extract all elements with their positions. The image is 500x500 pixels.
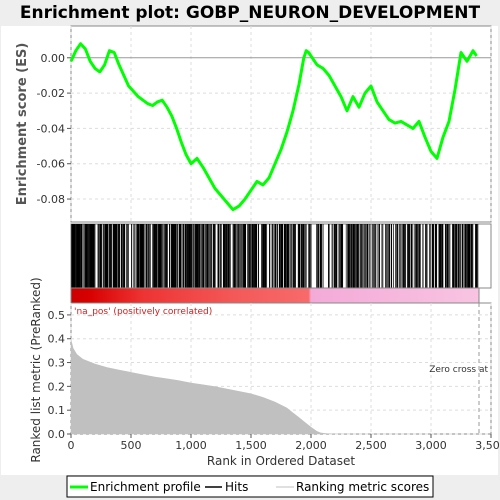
chart-title: Enrichment plot: GOBP_NEURON_DEVELOPMENT bbox=[20, 3, 481, 23]
metric-tick-label: 0.3 bbox=[48, 357, 66, 370]
enrichment-score-panel: 0.00 -0.02 -0.04 -0.06 -0.08 Enrichment scor… bbox=[15, 26, 491, 222]
metric-tick-label: 0.0 bbox=[48, 428, 66, 441]
legend-label-hits: Hits bbox=[225, 480, 248, 494]
es-tick-label: -0.04 bbox=[37, 122, 65, 135]
metric-tick-label: 0.2 bbox=[48, 380, 66, 393]
x-tick-label: 500 bbox=[121, 439, 142, 452]
es-axis-label: Enrichment score (ES) bbox=[15, 43, 30, 206]
es-tick-label: -0.02 bbox=[37, 87, 65, 100]
legend-label-ranking-metric: Ranking metric scores bbox=[296, 480, 429, 494]
top-panel-frame bbox=[71, 26, 491, 222]
x-tick-label: 3,500 bbox=[475, 439, 500, 452]
es-tick-label: -0.06 bbox=[37, 158, 65, 171]
legend: Enrichment profile Hits Ranking metric s… bbox=[67, 476, 433, 497]
x-axis-label: Rank in Ordered Dataset bbox=[207, 454, 355, 468]
x-tick-label: 3,000 bbox=[415, 439, 447, 452]
x-tick-label: 0 bbox=[68, 439, 75, 452]
metric-axis-label: Ranked list metric (PreRanked) bbox=[29, 277, 43, 462]
ranking-color-bar bbox=[71, 288, 479, 303]
hits-panel bbox=[71, 224, 491, 288]
x-tick-label: 2,500 bbox=[355, 439, 387, 452]
metric-tick-label: 0.4 bbox=[48, 333, 66, 346]
legend-label-enrichment-profile: Enrichment profile bbox=[90, 480, 201, 494]
es-tick-label: -0.08 bbox=[37, 193, 65, 206]
x-tick-label: 1,500 bbox=[235, 439, 267, 452]
color-bar-rect bbox=[71, 288, 479, 303]
x-tick-label: 1,000 bbox=[175, 439, 207, 452]
zero-cross-label: Zero cross at bbox=[429, 365, 488, 375]
metric-tick-label: 0.5 bbox=[48, 309, 66, 322]
positive-correlation-label: 'na_pos' (positively correlated) bbox=[74, 307, 212, 317]
es-tick-label: 0.00 bbox=[41, 52, 66, 65]
x-tick-label: 2,000 bbox=[295, 439, 327, 452]
metric-tick-label: 0.1 bbox=[48, 404, 66, 417]
